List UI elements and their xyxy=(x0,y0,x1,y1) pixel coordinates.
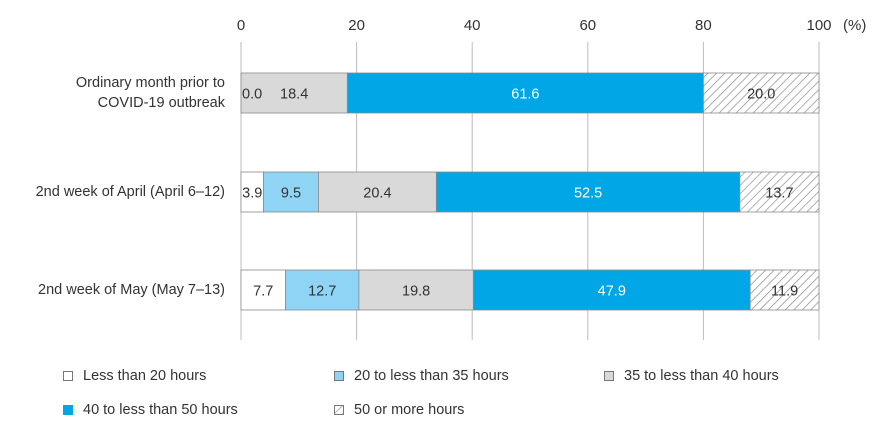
data-label: 47.9 xyxy=(598,284,626,300)
data-label: 3.9 xyxy=(242,186,262,202)
bar-segment xyxy=(435,171,741,213)
category-label: 2nd week of May (May 7–13) xyxy=(38,280,225,300)
bar-segment xyxy=(472,269,751,311)
data-label: 0.0 xyxy=(242,87,262,103)
category-label: 2nd week of April (April 6–12) xyxy=(36,182,225,202)
data-label: 12.7 xyxy=(308,284,336,300)
bar-segment xyxy=(285,269,360,311)
category-label-line: 2nd week of May (May 7–13) xyxy=(38,282,225,298)
x-tick-label: 60 xyxy=(579,17,596,34)
unit-label: (%) xyxy=(843,17,866,34)
category-label-line: 2nd week of April (April 6–12) xyxy=(35,184,225,200)
data-label: 11.9 xyxy=(771,284,798,300)
data-label: 20.0 xyxy=(747,87,775,103)
data-label: 61.6 xyxy=(511,87,539,103)
data-label: 18.4 xyxy=(280,87,308,103)
data-label: 19.8 xyxy=(402,284,430,300)
category-label: Ordinary month prior to COVID-19 outbreak xyxy=(76,73,225,113)
data-label: 13.7 xyxy=(765,186,793,202)
bar-segment xyxy=(240,269,286,311)
bar-segment xyxy=(240,72,348,114)
x-tick-label: 20 xyxy=(348,17,365,34)
category-label-line: COVID-19 outbreak xyxy=(97,95,225,111)
x-tick-label: 40 xyxy=(464,17,481,34)
data-label: 52.5 xyxy=(574,186,602,202)
bar-segment xyxy=(358,269,474,311)
x-tick-label: 100 xyxy=(806,17,831,34)
bar-segment xyxy=(703,72,820,114)
bar-segment xyxy=(318,171,437,213)
data-label: 20.4 xyxy=(363,186,391,202)
data-label: 7.7 xyxy=(253,284,273,300)
data-label: 9.5 xyxy=(281,186,301,202)
bar-segment xyxy=(749,269,820,311)
category-label-line: Ordinary month prior to xyxy=(75,75,225,91)
x-tick-label: 0 xyxy=(237,17,245,34)
bar-segment xyxy=(739,171,820,213)
x-tick-label: 80 xyxy=(695,17,712,34)
bar-segment xyxy=(263,171,319,213)
